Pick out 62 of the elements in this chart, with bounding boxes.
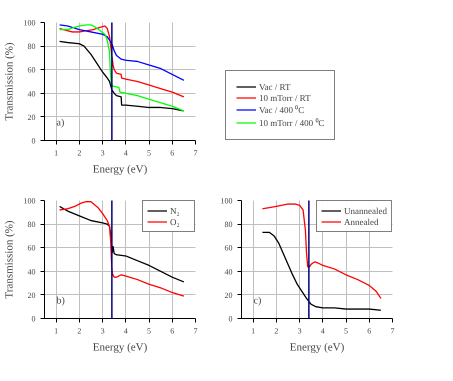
- x-tick-label: 3: [100, 326, 105, 336]
- y-tick-label: 40: [28, 89, 36, 98]
- legend-label: O₂: [170, 216, 181, 227]
- y-tick-label: 100: [24, 196, 36, 206]
- y-axis-title: Transmission (%): [4, 42, 16, 121]
- y-tick-label: 80: [224, 220, 232, 230]
- x-tick-label: 2: [77, 148, 82, 158]
- x-tick-label: 1: [54, 326, 58, 336]
- y-tick-label: 60: [224, 244, 232, 253]
- annotation: a): [56, 118, 64, 128]
- y-tick-label: 0: [32, 314, 36, 324]
- y-tick-label: 40: [28, 267, 36, 276]
- x-tick-label: 3: [100, 148, 105, 158]
- y-tick-label: 100: [24, 18, 36, 28]
- x-axis-title: Energy (eV): [92, 164, 148, 176]
- line-series: [58, 24, 185, 81]
- annotation: b): [56, 296, 65, 306]
- y-tick-label: 100: [220, 196, 232, 206]
- y-tick-label: 20: [28, 112, 36, 122]
- line-series: [58, 201, 185, 297]
- x-axis-title: Energy (eV): [290, 342, 345, 354]
- x-tick-label: 6: [367, 326, 372, 336]
- y-tick-label: 80: [28, 220, 36, 230]
- x-tick-label: 1: [54, 148, 58, 158]
- x-tick-label: 4: [320, 326, 325, 336]
- line-series: [262, 232, 382, 311]
- y-tick-label: 20: [224, 290, 232, 300]
- x-tick-label: 4: [124, 148, 128, 158]
- x-tick-label: 5: [344, 326, 348, 336]
- y-tick-label: 40: [224, 267, 232, 276]
- legend-label: Vac / 400 ⁰C: [259, 104, 304, 116]
- line-series: [58, 40, 185, 112]
- y-tick-label: 60: [28, 244, 36, 253]
- x-tick-label: 2: [274, 326, 278, 336]
- x-tick-label: 7: [194, 326, 198, 336]
- x-tick-label: 5: [147, 326, 152, 336]
- x-axis-title: Energy (eV): [92, 342, 148, 354]
- line-series: [58, 25, 185, 98]
- legend-label: Vac / RT: [259, 81, 290, 92]
- line-series: [58, 24, 185, 112]
- x-tick-label: 5: [147, 148, 152, 158]
- x-tick-label: 7: [194, 148, 198, 158]
- y-tick-label: 0: [228, 314, 232, 324]
- legend-label: Annealed: [344, 216, 378, 227]
- y-tick-label: 20: [28, 290, 36, 300]
- x-tick-label: 3: [298, 326, 302, 336]
- y-tick-label: 0: [32, 136, 36, 146]
- y-tick-label: 60: [28, 66, 36, 75]
- legend-label: Unannealed: [344, 205, 387, 216]
- x-tick-label: 2: [77, 326, 82, 336]
- x-tick-label: 4: [124, 326, 128, 336]
- x-tick-label: 6: [170, 326, 174, 336]
- annotation: c): [254, 296, 262, 306]
- legend-label: N₂: [170, 205, 181, 216]
- x-tick-label: 6: [170, 148, 174, 158]
- legend-label: 10 mTorr / RT: [259, 92, 311, 103]
- y-tick-label: 80: [28, 42, 36, 52]
- x-tick-label: 7: [390, 326, 394, 336]
- y-axis-title: Transmission (%): [4, 220, 16, 299]
- x-tick-label: 1: [251, 326, 256, 336]
- legend-label: 10 mTorr / 400 ⁰C: [259, 117, 324, 129]
- line-series: [58, 206, 185, 283]
